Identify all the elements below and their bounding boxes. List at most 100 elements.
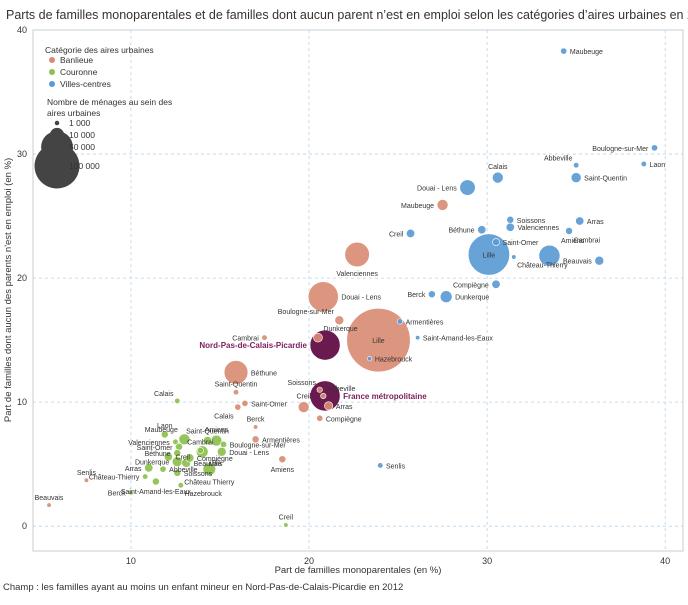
legend-size-label: 50 000 — [69, 142, 95, 152]
data-label: Saint-Amand-les-Eaux — [423, 336, 494, 343]
data-point — [232, 389, 240, 396]
data-point — [346, 308, 411, 373]
data-point — [575, 216, 585, 226]
x-tick-label: 40 — [660, 556, 670, 566]
data-point — [202, 462, 216, 476]
legend-size-title: Nombre de ménages au sein des — [47, 97, 172, 107]
legend-size-marker — [34, 143, 80, 189]
data-point — [173, 469, 182, 477]
y-tick-label: 30 — [17, 149, 27, 159]
data-point — [491, 171, 504, 184]
footnote: Champ : les familles ayant au moins un e… — [3, 582, 404, 593]
data-point — [83, 477, 89, 483]
x-tick-label: 10 — [126, 556, 136, 566]
data-label: Dunkerque — [323, 326, 357, 333]
y-axis-label: Part de familles dont aucun des parents … — [3, 158, 14, 422]
data-label: Boulogne-sur-Mer — [278, 309, 335, 316]
data-point — [307, 281, 339, 313]
x-tick-label: 20 — [304, 556, 314, 566]
data-point — [220, 440, 228, 448]
legend-category-label: Villes-centres — [60, 79, 111, 89]
data-point — [173, 449, 182, 457]
legend-size-label: 10 000 — [69, 130, 95, 140]
legend-size-label: 100 000 — [69, 161, 100, 171]
data-label: Béthune — [145, 451, 171, 458]
data-point — [172, 438, 179, 445]
data-point — [492, 238, 500, 246]
data-point — [185, 453, 195, 463]
data-label: Amiens — [205, 427, 229, 434]
data-point — [396, 318, 403, 325]
data-point — [128, 490, 134, 496]
data-point — [196, 447, 204, 454]
y-tick-label: 20 — [17, 273, 27, 283]
data-point — [278, 455, 287, 464]
data-label: Soissons — [517, 218, 546, 225]
data-label: Saint-Quentin — [186, 428, 229, 435]
data-label: Calais — [488, 164, 508, 171]
data-label: Valenciennes — [336, 271, 378, 278]
data-label: Berck — [108, 491, 126, 498]
data-point — [477, 225, 487, 235]
data-point — [253, 424, 259, 430]
data-label: Arras — [587, 219, 604, 226]
legend-category-title: Catégorie des aires urbaines — [45, 45, 154, 55]
data-label: Soissons — [184, 471, 213, 478]
data-label: France métropolitaine — [343, 392, 427, 401]
data-point — [316, 386, 323, 393]
data-point — [152, 477, 160, 486]
data-point — [46, 502, 52, 508]
data-label: Creil — [389, 231, 404, 238]
legend-size-label: 1 000 — [69, 118, 91, 128]
data-point — [573, 162, 580, 169]
data-point — [570, 172, 582, 183]
data-point — [439, 290, 453, 303]
data-point — [261, 334, 268, 341]
data-label: Saint-Quentin — [584, 176, 627, 183]
data-label: Maubeuge — [145, 427, 178, 434]
data-label: Valenciennes — [517, 225, 559, 232]
data-label: Compiègne — [197, 456, 233, 463]
grid-lines — [33, 29, 683, 551]
data-label: Beauvais — [563, 259, 592, 266]
data-point — [234, 403, 242, 411]
data-point — [377, 462, 384, 469]
legend-category-label: Banlieue — [60, 55, 93, 65]
data-label: Béthune — [251, 370, 277, 377]
data-point — [313, 332, 323, 343]
data-label: Beauvais — [194, 461, 223, 468]
data-point — [241, 399, 249, 407]
data-point — [344, 241, 370, 268]
data-label: Lille — [372, 338, 385, 345]
data-label: Creil — [279, 515, 294, 522]
data-label: Soissons — [288, 380, 317, 387]
data-label: Saint-Amand-les-Eaux — [121, 489, 192, 496]
data-point — [163, 452, 173, 462]
data-label: Laon — [157, 423, 173, 430]
data-point — [506, 215, 515, 224]
data-point — [651, 144, 658, 152]
legend-swatch — [49, 81, 55, 87]
data-point — [320, 392, 327, 399]
data-label: Abbeville — [169, 467, 198, 474]
y-tick-label: 0 — [22, 521, 27, 531]
data-label: Arras — [336, 404, 353, 411]
data-label: Abbeville — [327, 386, 356, 393]
data-label: Armentières — [262, 437, 300, 444]
data-label: Compiègne — [453, 282, 489, 289]
data-point — [436, 199, 449, 211]
data-label: Creil — [296, 394, 311, 401]
data-label: Berck — [247, 417, 265, 424]
legend-swatch — [49, 57, 55, 63]
data-label: Laon — [650, 162, 666, 169]
data-label: Cambrai — [187, 439, 214, 446]
data-point — [283, 522, 289, 528]
data-label: Château-Thierry — [517, 262, 568, 269]
data-point — [316, 414, 324, 422]
data-label: Boulogne-sur-Mer — [230, 442, 287, 449]
data-label: Calais — [154, 391, 174, 398]
data-label: Compiègne — [326, 416, 362, 423]
plot-frame — [32, 29, 684, 552]
data-point — [511, 254, 517, 260]
